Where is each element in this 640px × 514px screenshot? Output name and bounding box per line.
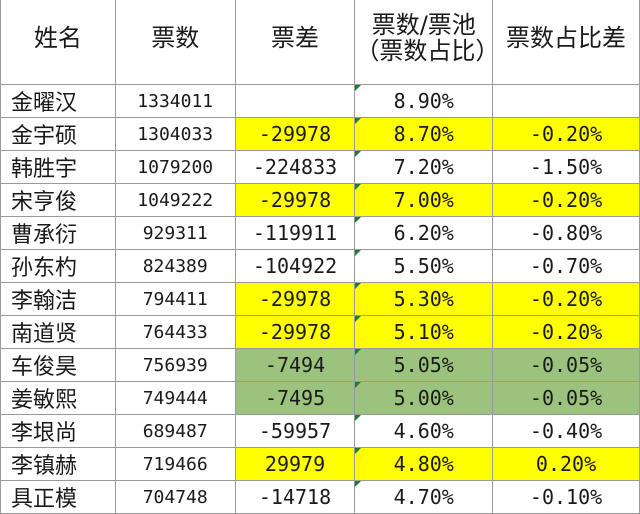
cell-name[interactable]: 孙东杓	[0, 249, 116, 283]
cell-share-diff[interactable]: -0.20%	[492, 315, 640, 349]
cell-votes[interactable]: 704748	[114, 480, 236, 514]
table-row: 李翰洁 794411 -29978 5.30% -0.20%	[0, 282, 640, 316]
cell-votes[interactable]: 764433	[114, 315, 236, 349]
table-row: 车俊昊 756939 -7494 5.05% -0.05%	[0, 348, 640, 382]
cell-share-diff[interactable]: -0.05%	[492, 348, 640, 382]
cell-votes[interactable]: 1049222	[114, 183, 236, 217]
table-row: 金曜汉 1334011 8.90%	[0, 84, 640, 118]
table-row: 曹承衍 929311 -119911 6.20% -0.80%	[0, 216, 640, 250]
cell-votes[interactable]: 1079200	[114, 150, 236, 184]
cell-vote-share[interactable]: 5.50%	[354, 249, 494, 283]
cell-name[interactable]: 宋亨俊	[0, 183, 116, 217]
table-body: 金曜汉 1334011 8.90% 金宇硕 1304033 -29978 8.70% -0.2…	[0, 84, 640, 514]
cell-diff[interactable]: -29978	[234, 315, 356, 349]
cell-name[interactable]: 曹承衍	[0, 216, 116, 250]
table-row: 金宇硕 1304033 -29978 8.70% -0.20%	[0, 117, 640, 151]
cell-vote-share[interactable]: 5.00%	[354, 381, 494, 415]
header-votes[interactable]: 票数	[114, 0, 236, 85]
cell-vote-share[interactable]: 5.30%	[354, 282, 494, 316]
header-vote-share[interactable]: 票数/票池（票数占比）	[354, 0, 494, 85]
cell-diff[interactable]: -119911	[234, 216, 356, 250]
table-row: 宋亨俊 1049222 -29978 7.00% -0.20%	[0, 183, 640, 217]
cell-diff[interactable]: -29978	[234, 282, 356, 316]
cell-diff[interactable]: -7495	[234, 381, 356, 415]
cell-vote-share[interactable]: 7.00%	[354, 183, 494, 217]
cell-votes[interactable]: 1334011	[114, 84, 236, 118]
cell-diff[interactable]: -14718	[234, 480, 356, 514]
cell-name[interactable]: 韩胜宇	[0, 150, 116, 184]
cell-vote-share[interactable]: 5.10%	[354, 315, 494, 349]
table-row: 具正模 704748 -14718 4.70% -0.10%	[0, 480, 640, 514]
cell-vote-share[interactable]: 5.05%	[354, 348, 494, 382]
cell-vote-share[interactable]: 8.70%	[354, 117, 494, 151]
cell-diff[interactable]: -104922	[234, 249, 356, 283]
cell-share-diff[interactable]: -0.80%	[492, 216, 640, 250]
cell-name[interactable]: 李垠尚	[0, 414, 116, 448]
header-name[interactable]: 姓名	[0, 0, 116, 85]
cell-diff[interactable]	[234, 84, 356, 118]
table-row: 李垠尚 689487 -59957 4.60% -0.40%	[0, 414, 640, 448]
cell-name[interactable]: 李镇赫	[0, 447, 116, 481]
header-diff[interactable]: 票差	[234, 0, 356, 85]
cell-diff[interactable]: -224833	[234, 150, 356, 184]
cell-votes[interactable]: 756939	[114, 348, 236, 382]
table-row: 姜敏熙 749444 -7495 5.00% -0.05%	[0, 381, 640, 415]
cell-share-diff[interactable]: -0.10%	[492, 480, 640, 514]
table-row: 李镇赫 719466 29979 4.80% 0.20%	[0, 447, 640, 481]
cell-diff[interactable]: -59957	[234, 414, 356, 448]
cell-vote-share[interactable]: 6.20%	[354, 216, 494, 250]
cell-vote-share[interactable]: 4.80%	[354, 447, 494, 481]
cell-share-diff[interactable]: 0.20%	[492, 447, 640, 481]
table-row: 孙东杓 824389 -104922 5.50% -0.70%	[0, 249, 640, 283]
header-vote-share-diff[interactable]: 票数占比差	[492, 0, 640, 85]
cell-share-diff[interactable]: -0.70%	[492, 249, 640, 283]
header-row: 姓名 票数 票差 票数/票池（票数占比） 票数占比差	[0, 0, 640, 85]
cell-votes[interactable]: 749444	[114, 381, 236, 415]
cell-name[interactable]: 南道贤	[0, 315, 116, 349]
cell-name[interactable]: 金宇硕	[0, 117, 116, 151]
cell-name[interactable]: 车俊昊	[0, 348, 116, 382]
table-row: 南道贤 764433 -29978 5.10% -0.20%	[0, 315, 640, 349]
cell-vote-share[interactable]: 4.60%	[354, 414, 494, 448]
cell-name[interactable]: 金曜汉	[0, 84, 116, 118]
cell-share-diff[interactable]: -1.50%	[492, 150, 640, 184]
cell-diff[interactable]: -29978	[234, 117, 356, 151]
cell-name[interactable]: 姜敏熙	[0, 381, 116, 415]
cell-votes[interactable]: 689487	[114, 414, 236, 448]
cell-name[interactable]: 具正模	[0, 480, 116, 514]
cell-votes[interactable]: 824389	[114, 249, 236, 283]
cell-votes[interactable]: 794411	[114, 282, 236, 316]
cell-share-diff[interactable]	[492, 84, 640, 118]
cell-share-diff[interactable]: -0.20%	[492, 117, 640, 151]
cell-diff[interactable]: 29979	[234, 447, 356, 481]
cell-votes[interactable]: 929311	[114, 216, 236, 250]
cell-share-diff[interactable]: -0.20%	[492, 183, 640, 217]
cell-share-diff[interactable]: -0.40%	[492, 414, 640, 448]
cell-diff[interactable]: -7494	[234, 348, 356, 382]
cell-share-diff[interactable]: -0.05%	[492, 381, 640, 415]
cell-name[interactable]: 李翰洁	[0, 282, 116, 316]
table-row: 韩胜宇 1079200 -224833 7.20% -1.50%	[0, 150, 640, 184]
cell-diff[interactable]: -29978	[234, 183, 356, 217]
cell-vote-share[interactable]: 4.70%	[354, 480, 494, 514]
cell-vote-share[interactable]: 8.90%	[354, 84, 494, 118]
cell-share-diff[interactable]: -0.20%	[492, 282, 640, 316]
cell-vote-share[interactable]: 7.20%	[354, 150, 494, 184]
cell-votes[interactable]: 1304033	[114, 117, 236, 151]
cell-votes[interactable]: 719466	[114, 447, 236, 481]
